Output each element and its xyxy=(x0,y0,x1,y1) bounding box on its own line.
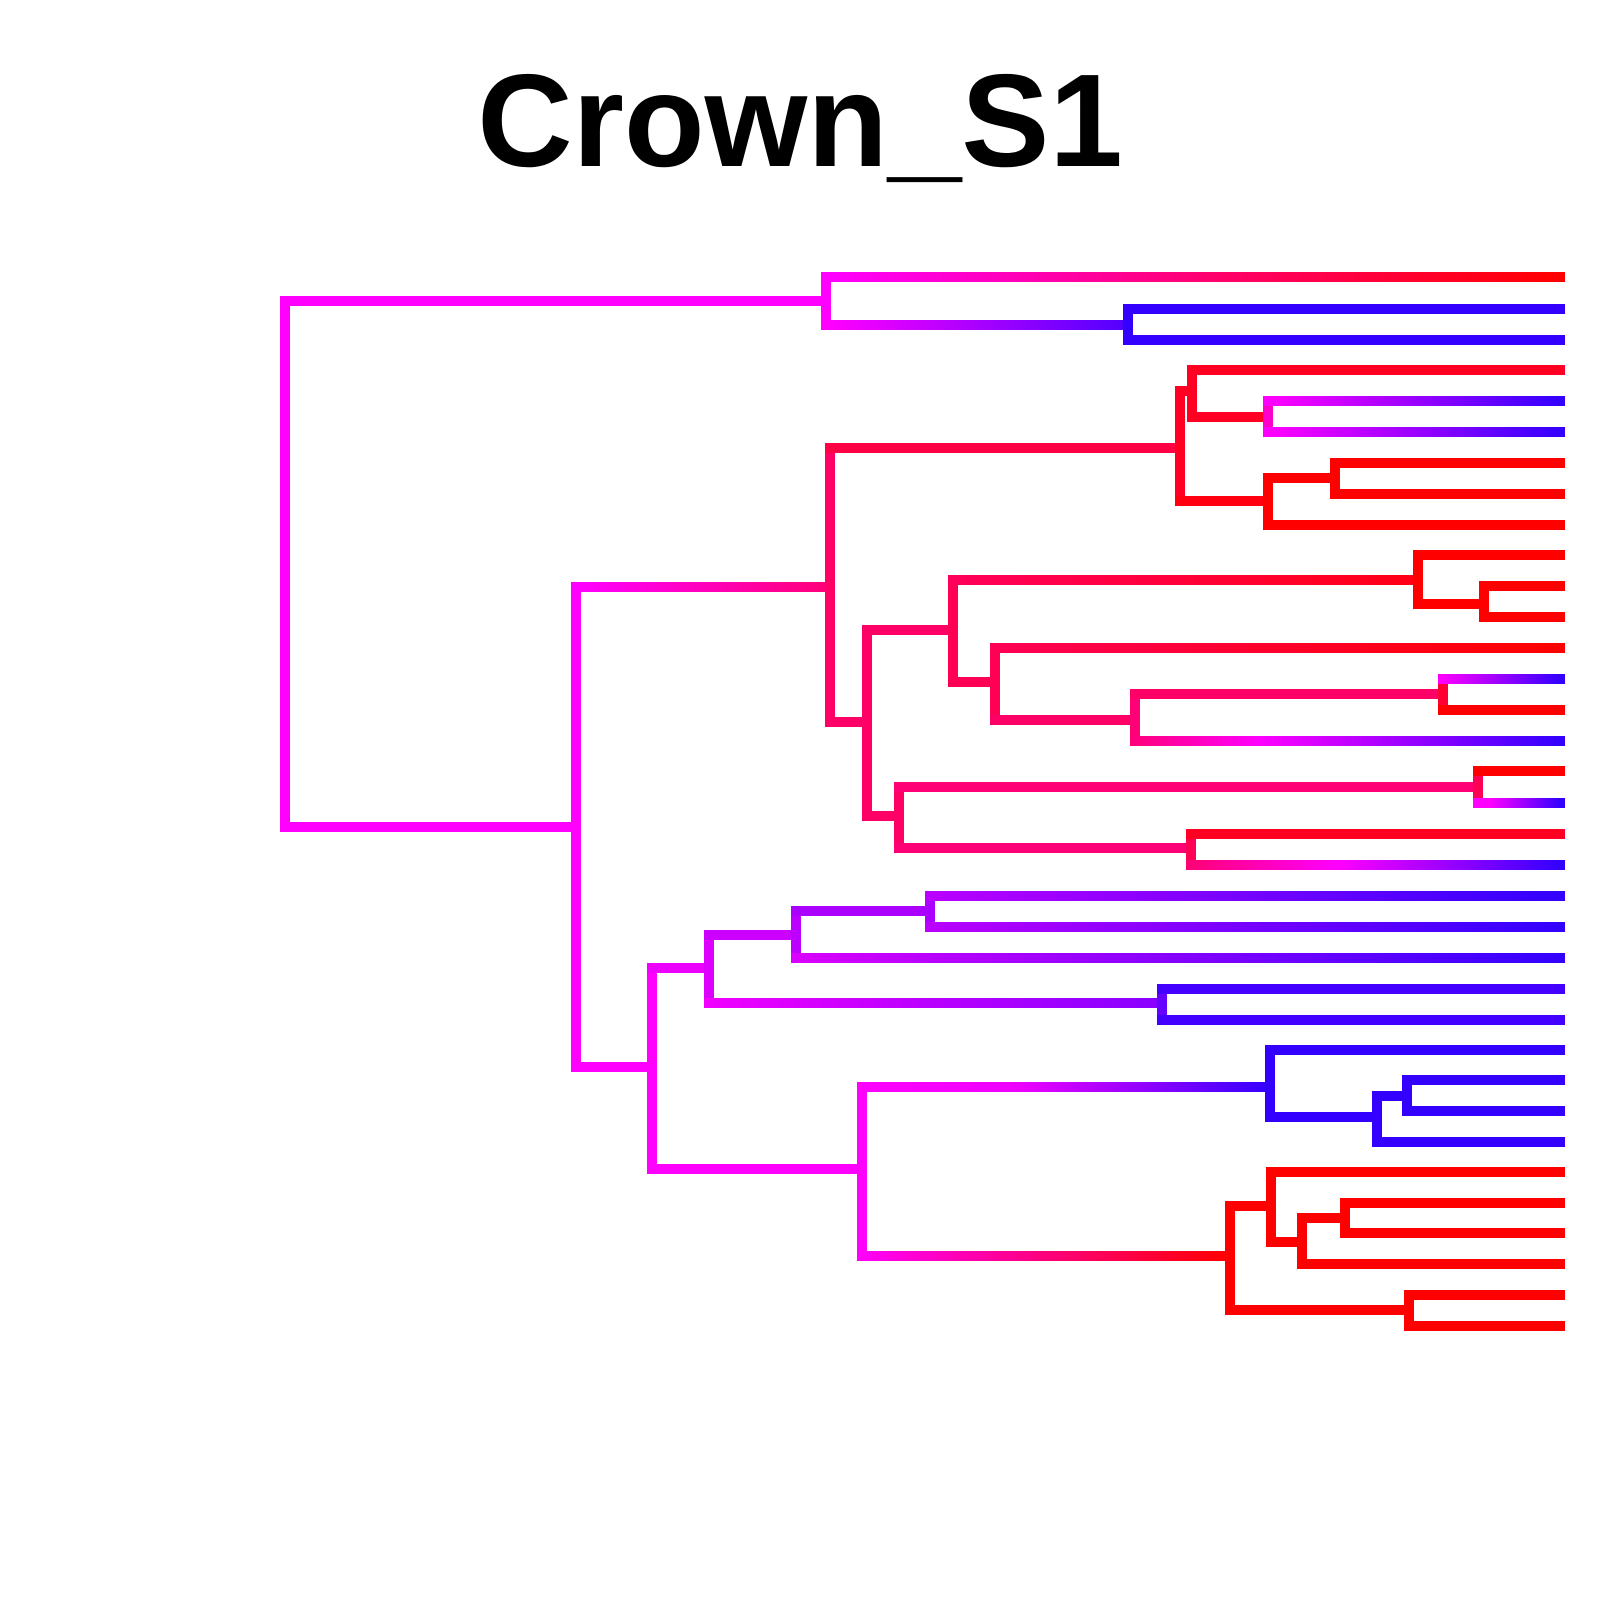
tree-title: Crown_S1 xyxy=(477,47,1123,194)
root-branch xyxy=(280,296,831,832)
